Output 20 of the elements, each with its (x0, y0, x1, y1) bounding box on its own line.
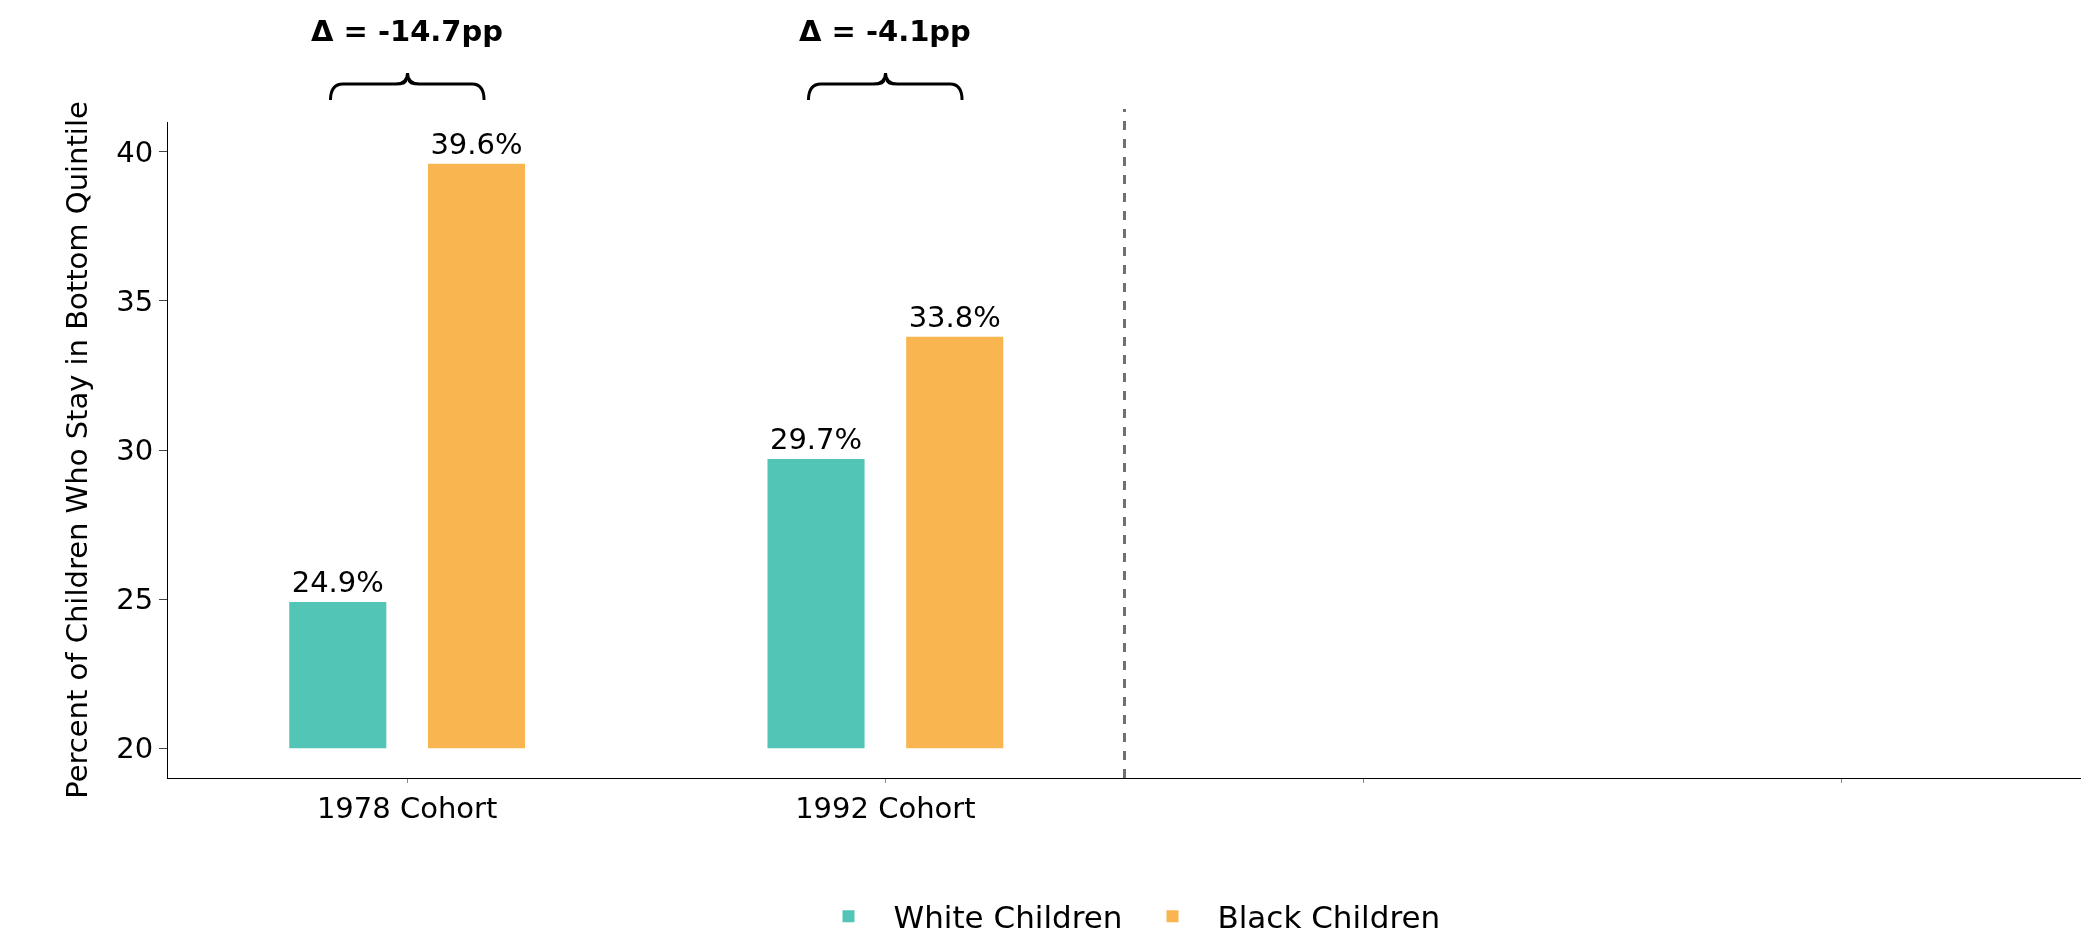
legend-label: White Children (893, 899, 1123, 936)
data-label: 29.7% (769, 421, 863, 456)
x-tick-label: 1978 Cohort (316, 790, 498, 825)
x-tick-label: 1992 Cohort (795, 790, 976, 825)
text: Δ = -4.1pp (799, 14, 971, 48)
data-label: 33.8% (908, 299, 1001, 334)
text: Δ = -14.7pp (311, 14, 504, 48)
data-label: 39.6% (430, 126, 523, 161)
y-axis-title: Percent of Children Who Stay in Bottom Quintile (59, 101, 94, 799)
legend-label: Black Children (1217, 899, 1441, 936)
bar (767, 458, 865, 749)
data-label: 24.9% (291, 565, 384, 600)
y-tick-label: 35 (116, 284, 154, 319)
y-tick-label: 40 (116, 134, 154, 169)
y-tick-label: 30 (116, 433, 154, 468)
bar (906, 336, 1004, 749)
y-tick-label: 25 (116, 582, 154, 617)
y-tick-label: 20 (116, 731, 154, 766)
bar (427, 163, 526, 749)
bar (289, 602, 387, 749)
